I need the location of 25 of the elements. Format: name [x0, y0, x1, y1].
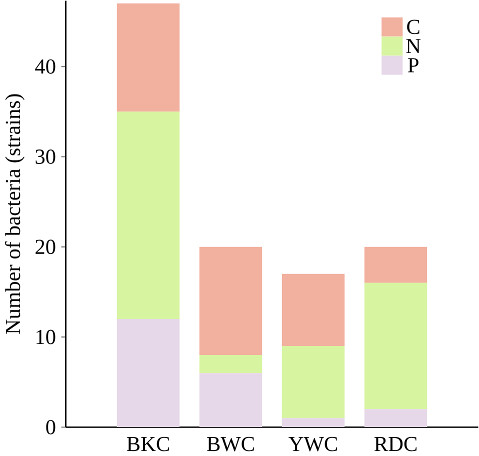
legend-label: C [407, 20, 420, 34]
y-axis-title: Number of bacteria (strains) [4, 94, 25, 334]
x-tick-label: BWC [207, 436, 254, 452]
bar [199, 372, 262, 428]
y-tick-label: 10 [36, 330, 56, 344]
x-tick-label: YWC [288, 436, 337, 452]
bar [282, 346, 345, 418]
bar [199, 246, 262, 355]
legend-label: N [406, 38, 421, 53]
y-tick-label: 0 [46, 420, 56, 434]
y-tick-label: 30 [36, 149, 56, 164]
bar [364, 282, 428, 410]
bar [282, 418, 345, 428]
bar [199, 354, 262, 373]
x-tick-label: RDC [374, 436, 417, 452]
bar [364, 409, 428, 428]
bar [364, 246, 428, 283]
bar [116, 318, 180, 428]
legend-label: P [408, 58, 418, 72]
bar [282, 274, 345, 346]
bar [116, 112, 180, 319]
y-tick-label: 20 [36, 240, 56, 254]
x-tick-label: BKC [126, 436, 170, 452]
y-tick-label: 40 [35, 59, 56, 74]
bar [116, 3, 180, 112]
